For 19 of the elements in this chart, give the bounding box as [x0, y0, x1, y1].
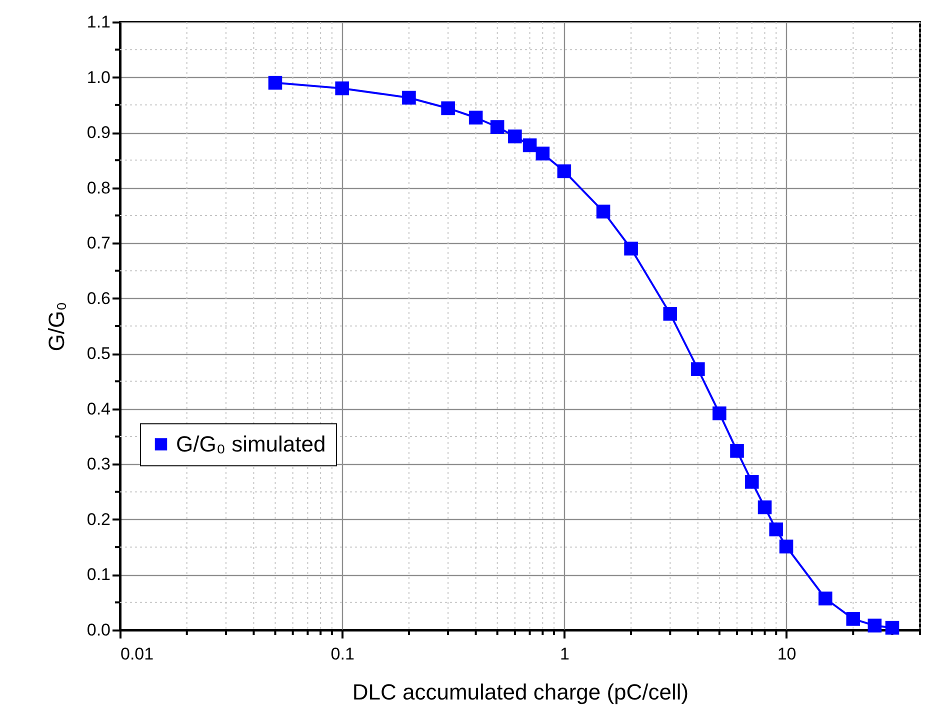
x-axis-title: DLC accumulated charge (pC/cell) — [352, 680, 689, 704]
y-tick-label: 0.0 — [86, 620, 110, 640]
y-axis-title: G/G₀ — [44, 302, 69, 352]
y-tick-label: 0.8 — [86, 178, 110, 198]
x-tick-label: 0.01 — [120, 644, 154, 664]
y-tick-label: 0.2 — [86, 510, 110, 529]
y-tick-label: 1.1 — [86, 12, 110, 32]
y-tick-label: 1.0 — [86, 68, 110, 87]
x-tick-label: 1 — [560, 644, 570, 664]
y-tick-label: 0.9 — [86, 123, 110, 142]
y-tick-label: 0.7 — [86, 234, 110, 253]
x-tick-label: 0.1 — [330, 644, 354, 664]
y-tick-label: 0.5 — [86, 344, 110, 364]
y-tick-label: 0.3 — [86, 454, 110, 474]
legend-label: G/G₀ simulated — [176, 431, 326, 456]
y-tick-label: 0.4 — [86, 399, 110, 418]
x-tick-label: 10 — [777, 644, 796, 664]
y-tick-label: 0.1 — [86, 565, 110, 584]
y-tick-label: 0.6 — [86, 288, 110, 308]
